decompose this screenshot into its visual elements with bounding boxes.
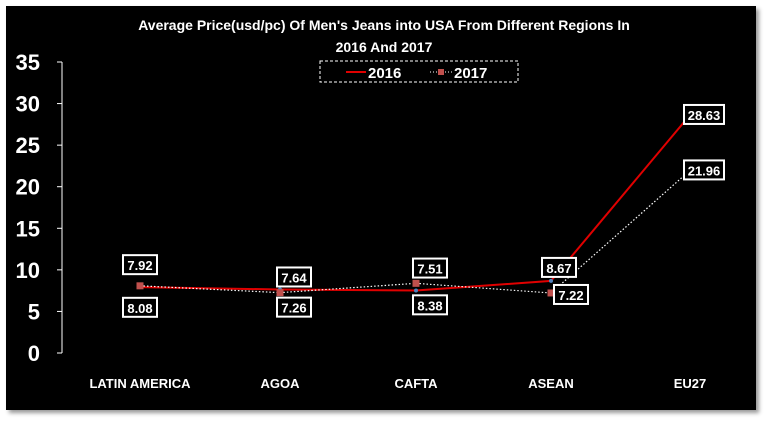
data-point-2016 [549,278,553,283]
data-label-box-2016 [276,266,312,288]
data-label-box-2016 [541,256,577,278]
x-tick-label: EU27 [674,376,707,391]
data-label-box-2016 [412,257,448,279]
data-label-box-2016 [683,103,725,125]
y-tick-label: 15 [16,216,40,241]
data-label-2016: 28.63 [688,108,721,123]
data-label-2016: 7.51 [417,262,442,277]
y-tick-label: 25 [16,133,40,158]
legend: 2016 2017 [319,60,519,83]
data-label-2017: 7.26 [281,301,306,316]
data-label-2016: 7.64 [281,270,307,285]
x-tick-label: AGOA [261,376,301,391]
data-label-2017: 7.22 [558,288,583,303]
data-label-box-2017 [553,283,589,305]
legend-label-2017: 2017 [454,65,487,82]
data-label-2016: 7.92 [127,258,152,273]
data-label-2017: 8.08 [127,301,152,316]
data-point-2017 [412,279,420,287]
chart-frame [6,6,756,410]
data-point-2017 [136,282,144,290]
x-tick-label: CAFTA [394,376,438,391]
y-tick-label: 30 [16,92,40,117]
y-tick-label: 10 [16,258,40,283]
chart-title-line-2: 2016 And 2017 [336,39,433,55]
data-label-box-2017 [276,296,312,318]
x-tick-label: LATIN AMERICA [89,376,191,391]
data-label-2016: 8.67 [546,261,571,276]
data-label-box-2017 [122,296,158,318]
data-label-box-2016 [122,254,158,276]
legend-box [319,60,519,83]
y-tick-label: 20 [16,175,40,200]
y-tick-label: 5 [28,299,40,324]
data-point-2016 [414,288,418,293]
legend-label-2016: 2016 [368,65,401,82]
data-label-2017: 8.38 [417,298,442,313]
series-line-2017 [139,169,691,294]
data-point-2017 [547,289,555,297]
y-tick-label: 0 [28,341,40,366]
legend-marker-2017 [438,69,444,75]
data-point-2017 [276,289,284,297]
chart-title-line-1: Average Price(usd/pc) Of Men's Jeans int… [138,17,630,33]
x-tick-label: ASEAN [528,376,574,391]
y-tick-label: 35 [16,50,40,75]
data-label-box-2017 [412,294,448,316]
data-label-box-2017 [683,159,725,181]
data-label-2017: 21.96 [688,163,721,178]
